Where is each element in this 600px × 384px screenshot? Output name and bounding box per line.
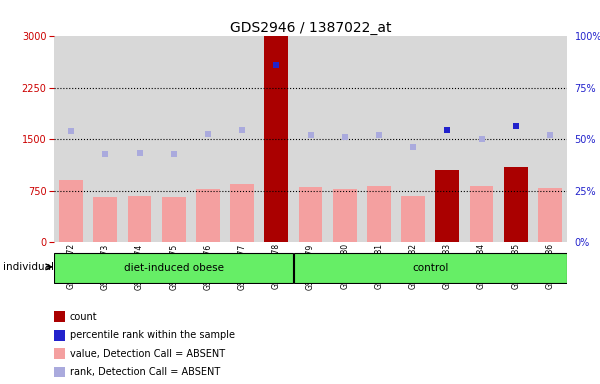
Point	[272, 62, 281, 68]
Bar	[88, 36, 122, 242]
Title: GDS2946 / 1387022_at: GDS2946 / 1387022_at	[230, 22, 391, 35]
Bar	[504, 167, 527, 242]
Bar	[55, 253, 293, 283]
Bar	[470, 186, 493, 242]
Bar	[128, 196, 151, 242]
Point	[340, 134, 350, 140]
Bar	[294, 253, 566, 283]
Text: individual: individual	[3, 262, 54, 272]
Bar	[162, 197, 185, 242]
Bar	[464, 36, 499, 242]
Bar	[225, 36, 259, 242]
Bar	[299, 187, 322, 242]
Point	[409, 144, 418, 151]
Point	[511, 122, 521, 129]
Bar	[191, 36, 225, 242]
Point	[443, 127, 452, 133]
Text: control: control	[412, 263, 448, 273]
Point	[169, 151, 179, 157]
Bar	[499, 36, 533, 242]
Point	[306, 132, 316, 138]
Point	[67, 128, 76, 134]
Text: diet-induced obese: diet-induced obese	[124, 263, 224, 273]
Bar	[157, 36, 191, 242]
Text: count: count	[70, 312, 97, 322]
Bar	[293, 36, 328, 242]
Bar	[362, 36, 396, 242]
Point	[545, 132, 555, 138]
Bar	[328, 36, 362, 242]
Bar	[430, 36, 464, 242]
Text: value, Detection Call = ABSENT: value, Detection Call = ABSENT	[70, 349, 225, 359]
Bar	[538, 188, 562, 242]
Bar	[122, 36, 157, 242]
Text: percentile rank within the sample: percentile rank within the sample	[70, 330, 235, 340]
Point	[477, 136, 487, 142]
Bar	[533, 36, 567, 242]
Text: rank, Detection Call = ABSENT: rank, Detection Call = ABSENT	[70, 367, 220, 377]
Bar	[196, 189, 220, 242]
Bar	[230, 184, 254, 242]
Bar	[54, 36, 88, 242]
Point	[134, 150, 145, 156]
Point	[101, 151, 110, 157]
Bar	[259, 36, 293, 242]
Bar	[94, 197, 117, 242]
Bar	[367, 187, 391, 242]
Bar	[436, 170, 459, 242]
Bar	[396, 36, 430, 242]
Point	[374, 132, 384, 138]
Bar	[333, 189, 356, 242]
Bar	[265, 36, 288, 242]
Point	[238, 127, 247, 133]
Bar	[401, 196, 425, 242]
Bar	[59, 180, 83, 242]
Point	[203, 131, 213, 137]
